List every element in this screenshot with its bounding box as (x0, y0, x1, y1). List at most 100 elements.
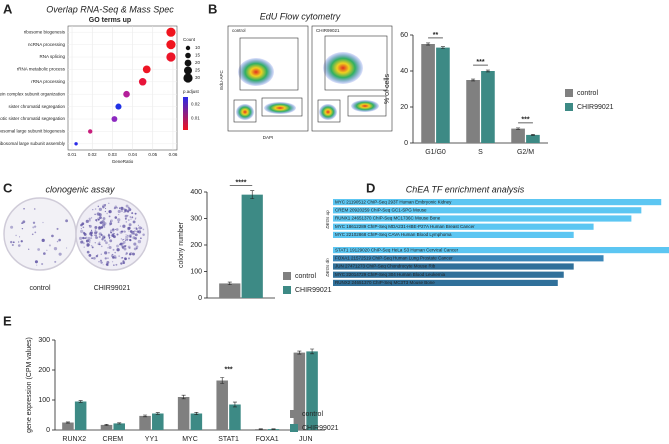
colony (121, 239, 124, 241)
error-bar (232, 401, 237, 408)
colony (114, 256, 117, 260)
colony (112, 232, 115, 235)
group-label: DEGs up (325, 210, 330, 229)
colony (130, 218, 132, 220)
colony (127, 234, 129, 236)
colony (129, 235, 132, 237)
colony (56, 227, 59, 230)
legend-label: control (302, 411, 323, 418)
legend-swatch (290, 424, 298, 432)
colony (126, 238, 129, 241)
colony (116, 207, 118, 209)
gate (324, 35, 388, 91)
y-tick-label: ribosomal large subunit biogenesis (0, 129, 66, 134)
colony (125, 204, 129, 208)
colony (80, 227, 83, 230)
colony (127, 245, 131, 249)
colony (65, 247, 68, 249)
legend-swatch (565, 103, 573, 111)
y-tick-label: 200 (190, 242, 202, 249)
colony (133, 230, 135, 232)
colony (100, 233, 103, 237)
colony (80, 240, 84, 244)
colony (108, 236, 111, 239)
legend-label: 10 (195, 45, 201, 50)
y-axis-label: % of cells (384, 74, 391, 104)
error-bar (220, 377, 225, 384)
legend-title: Count (183, 37, 196, 42)
x-tick-label: STAT1 (218, 436, 239, 443)
y-tick-label: 100 (190, 268, 202, 275)
colony (133, 230, 136, 233)
colony (132, 220, 136, 224)
colony (101, 220, 105, 224)
flow-ylabel: EdU-APC (219, 70, 224, 90)
colony (21, 222, 23, 224)
colony (37, 248, 41, 251)
legend-swatch (565, 89, 573, 97)
colony (135, 227, 138, 231)
colony (134, 218, 137, 220)
colony (85, 239, 89, 243)
colony (94, 213, 96, 216)
bar (333, 199, 662, 206)
bar (100, 424, 113, 430)
colony (94, 231, 98, 235)
chart-subtitle: GO terms up (89, 17, 131, 24)
colony (108, 209, 112, 214)
colony (58, 238, 61, 242)
colony (128, 226, 131, 230)
colony (106, 260, 110, 264)
y-tick-label: 60 (400, 32, 408, 39)
colony (19, 236, 21, 238)
colony (118, 255, 121, 257)
x-tick-label: 0.06 (169, 152, 178, 157)
error-bar (155, 412, 160, 415)
bar (481, 71, 495, 143)
colony (94, 229, 97, 232)
colony (113, 264, 115, 266)
sig-label: ** (433, 32, 439, 39)
colony (100, 253, 102, 255)
bar (74, 401, 87, 430)
y-axis-label: gene expression (CPM values) (26, 337, 33, 433)
colony (86, 244, 90, 248)
colony (125, 234, 127, 236)
y-axis-label: colony number (178, 221, 185, 268)
error-bar (258, 428, 263, 430)
y-tick-label: 300 (190, 215, 202, 222)
colony (86, 243, 90, 247)
colony (122, 224, 126, 228)
colony (125, 235, 129, 239)
colony (125, 253, 127, 256)
colony (98, 243, 101, 246)
colony (108, 238, 110, 240)
x-tick-label: 0.03 (108, 152, 117, 157)
sig-label: *** (224, 366, 232, 373)
colony (104, 203, 107, 206)
dot (142, 65, 151, 74)
colony (112, 248, 115, 251)
colony (120, 209, 124, 213)
legend-label: CHIR99021 (302, 425, 339, 432)
bar (526, 134, 540, 143)
gate (233, 99, 257, 123)
colony (116, 233, 119, 236)
colony (122, 261, 126, 264)
colony (124, 238, 127, 240)
colony (101, 226, 104, 229)
colony (95, 219, 98, 222)
dish-label: CHIR99021 (94, 285, 131, 292)
colony (111, 228, 115, 232)
colony (113, 233, 115, 235)
legend-label: 20 (195, 60, 201, 65)
colony (139, 237, 142, 240)
colony (105, 241, 108, 245)
colony (22, 220, 26, 224)
colony (109, 222, 113, 225)
colony (97, 243, 99, 245)
colony (94, 234, 96, 236)
colony (124, 239, 127, 242)
error-bar (250, 190, 255, 199)
colony (98, 241, 101, 244)
